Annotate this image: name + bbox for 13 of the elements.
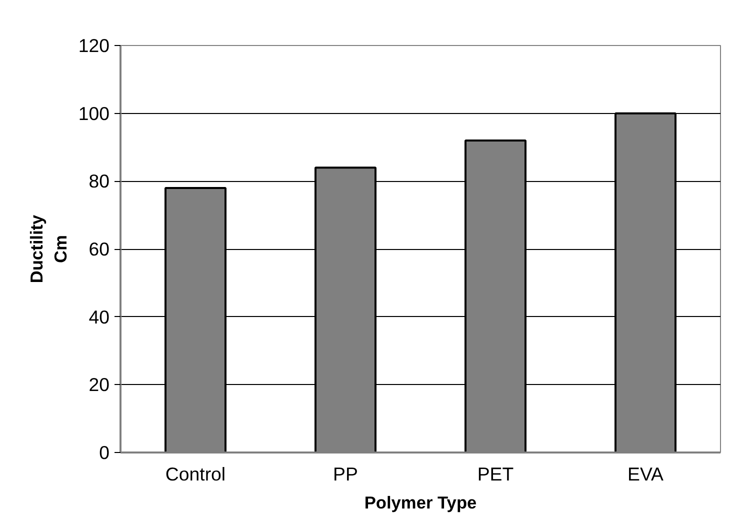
x-tick-label: PET — [477, 464, 514, 484]
y-tick-label: 60 — [88, 238, 110, 260]
y-tick-label: 20 — [88, 374, 110, 396]
x-axis-title: Polymer Type — [364, 492, 478, 512]
y-tick-label: 80 — [88, 170, 110, 192]
y-axis-title: Ductility Cm — [26, 214, 70, 284]
x-tick-label: EVA — [628, 464, 664, 484]
y-tick-label: 120 — [78, 35, 110, 56]
x-tick-label: PP — [333, 464, 358, 484]
y-tick-label: 0 — [99, 442, 110, 463]
x-tick-label: Control — [165, 464, 226, 484]
y-tick-label: 100 — [78, 102, 110, 124]
y-tick-label: 40 — [88, 306, 110, 328]
